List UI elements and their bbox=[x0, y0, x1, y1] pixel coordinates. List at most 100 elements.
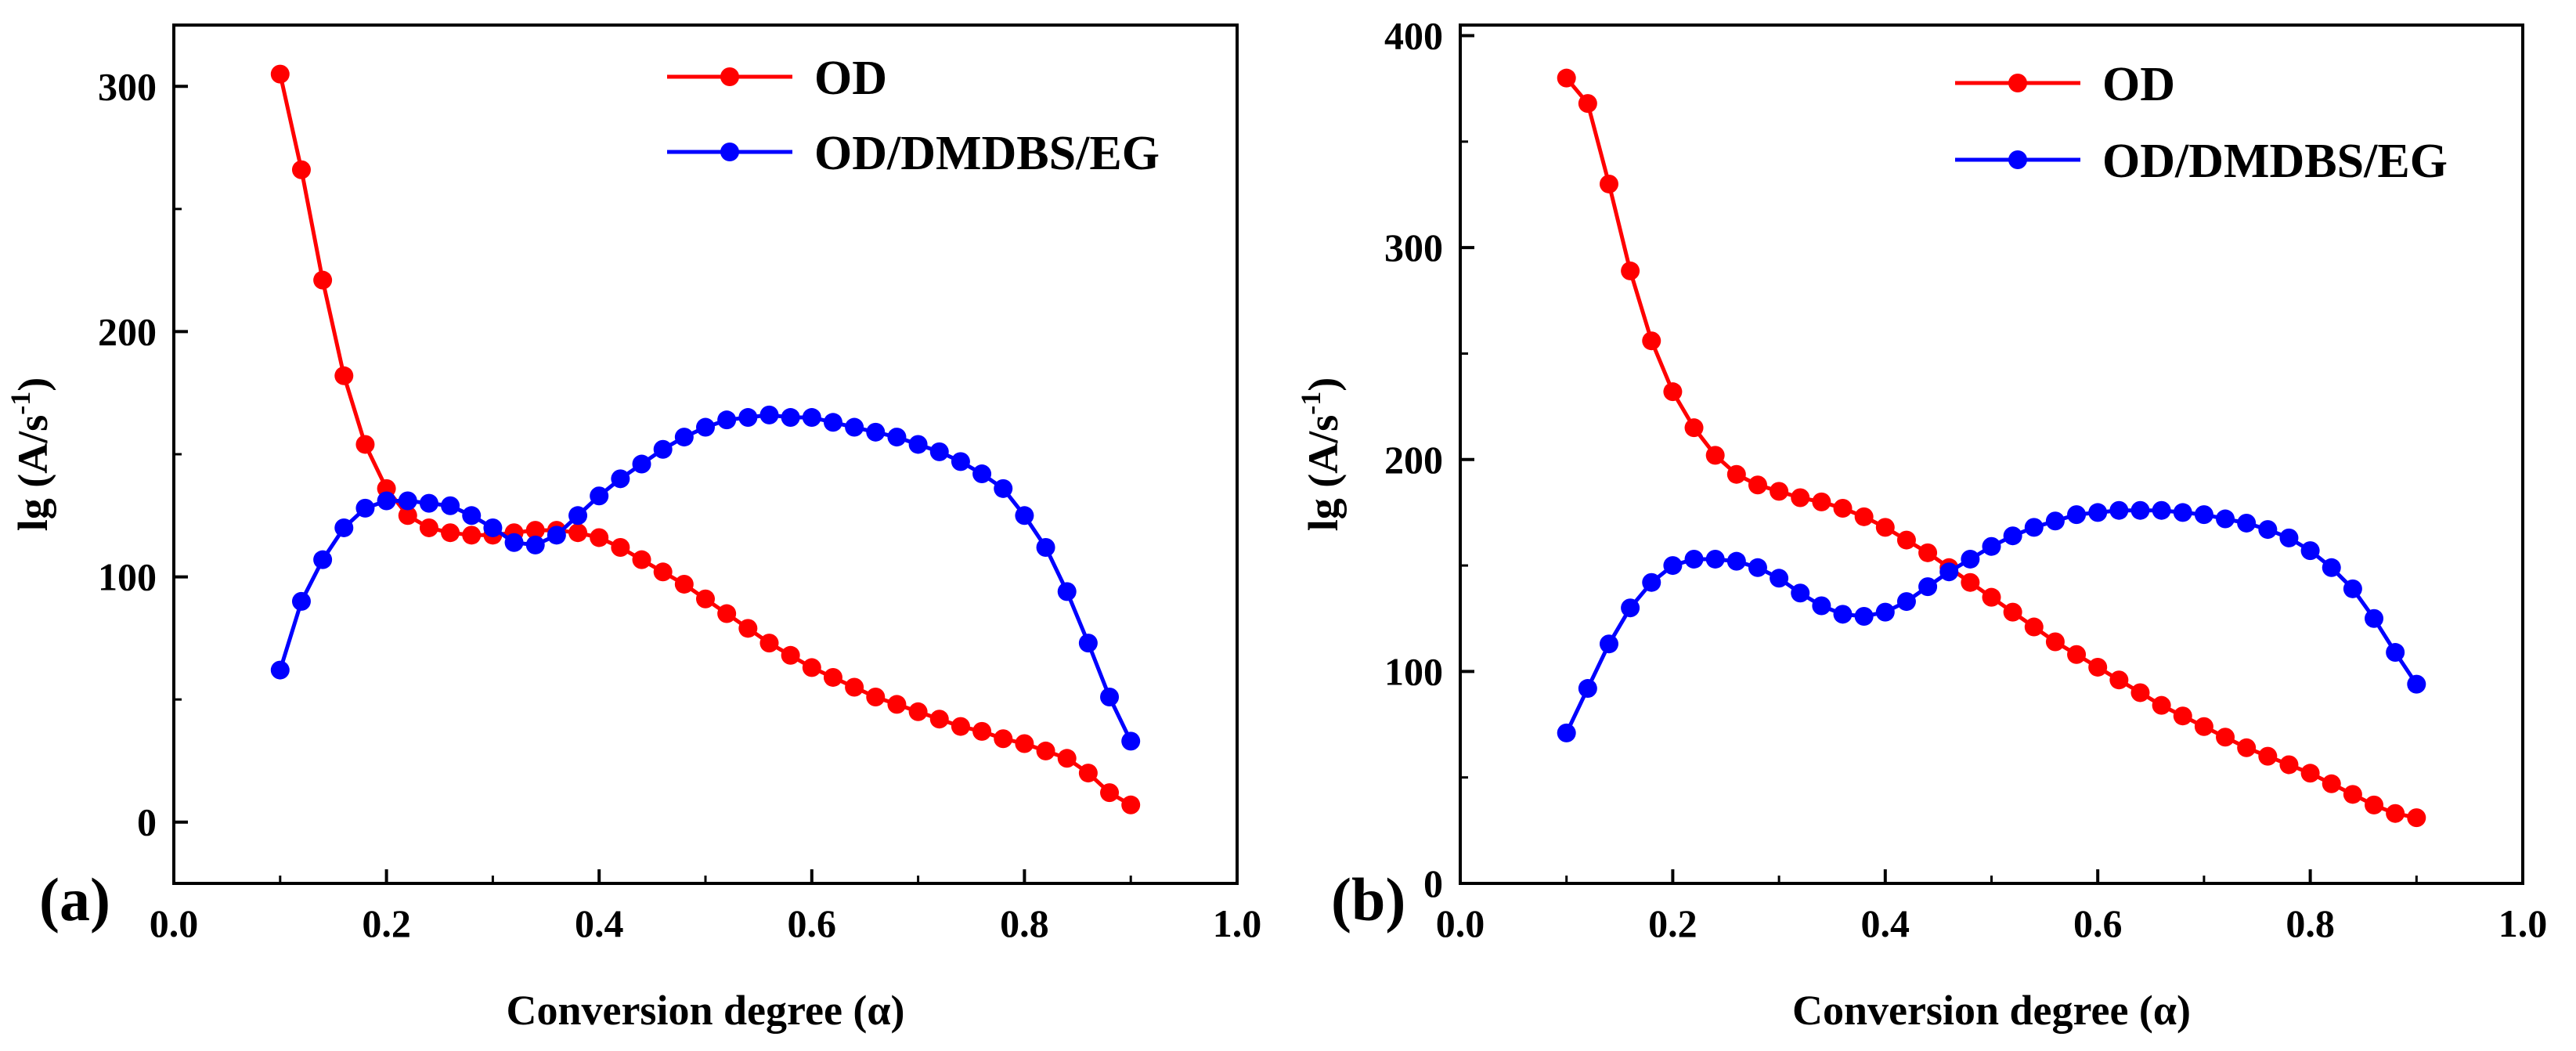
data-point-od bbox=[270, 64, 290, 84]
data-point-od-dmdbs-eg bbox=[1812, 596, 1831, 616]
y-axis-title-superscript: -1 bbox=[5, 392, 36, 415]
legend-marker-od bbox=[720, 67, 739, 86]
data-point-od-dmdbs-eg bbox=[653, 439, 673, 459]
x-axis-title: Conversion degree (α) bbox=[506, 987, 904, 1034]
data-point-od bbox=[738, 619, 758, 638]
data-point-od bbox=[2343, 785, 2362, 804]
data-point-od-dmdbs-eg bbox=[1705, 549, 1725, 569]
data-point-od-dmdbs-eg bbox=[334, 518, 354, 537]
data-point-od bbox=[674, 574, 694, 594]
data-point-od-dmdbs-eg bbox=[1015, 506, 1034, 526]
chart-panel-b: 0.0 0.2 0.4 0.6 0.8 1.0 0 100 200 300 400 Conversio… bbox=[1295, 14, 2547, 1034]
data-point-od bbox=[653, 562, 673, 582]
data-point-od-dmdbs-eg bbox=[547, 526, 566, 545]
data-point-od-dmdbs-eg bbox=[717, 410, 737, 430]
data-point-od-dmdbs-eg bbox=[738, 408, 758, 428]
y-axis-title-close: ) bbox=[1300, 377, 1347, 392]
data-point-od-dmdbs-eg bbox=[590, 486, 609, 506]
data-point-od bbox=[994, 729, 1013, 749]
data-point-od bbox=[1599, 174, 1618, 193]
data-point-od bbox=[313, 270, 333, 290]
data-point-od bbox=[1770, 482, 1789, 501]
x-tick-label: 0.0 bbox=[150, 901, 199, 945]
data-point-od bbox=[355, 435, 375, 454]
data-point-od bbox=[1791, 488, 1810, 507]
data-point-od bbox=[972, 721, 992, 741]
data-point-od bbox=[2088, 657, 2108, 677]
y-tick-label: 400 bbox=[1384, 14, 1443, 58]
data-point-od-dmdbs-eg bbox=[2365, 609, 2384, 628]
data-point-od bbox=[2003, 602, 2022, 622]
data-point-od-dmdbs-eg bbox=[1854, 607, 1874, 627]
legend-marker-od bbox=[2008, 74, 2027, 92]
data-point-od-dmdbs-eg bbox=[270, 660, 290, 680]
data-point-od-dmdbs-eg bbox=[2279, 528, 2299, 547]
y-axis-title: lg (A/s-1) bbox=[5, 377, 56, 531]
data-point-od bbox=[2216, 728, 2235, 747]
data-point-od-dmdbs-eg bbox=[1875, 602, 1895, 622]
data-point-od bbox=[2322, 774, 2341, 793]
data-point-od bbox=[1833, 499, 1853, 518]
data-point-od bbox=[2045, 632, 2065, 652]
data-point-od-dmdbs-eg bbox=[2130, 500, 2150, 520]
data-point-od bbox=[1705, 446, 1725, 465]
data-point-od bbox=[1918, 543, 1938, 562]
data-point-od bbox=[2067, 645, 2087, 664]
data-point-od bbox=[717, 604, 737, 623]
data-point-od bbox=[568, 523, 588, 543]
data-point-od bbox=[802, 658, 821, 677]
y-axis-title-superscript: -1 bbox=[1295, 392, 1326, 415]
data-point-od-dmdbs-eg bbox=[2386, 643, 2405, 663]
data-point-od-dmdbs-eg bbox=[525, 535, 545, 554]
data-point-od bbox=[2173, 706, 2192, 726]
data-point-od bbox=[632, 550, 651, 569]
data-point-od bbox=[611, 537, 630, 557]
data-point-od-dmdbs-eg bbox=[441, 496, 460, 515]
data-point-od-dmdbs-eg bbox=[759, 405, 779, 424]
data-point-od bbox=[2365, 795, 2384, 814]
y-axis-title-main: lg (A/s bbox=[9, 415, 56, 532]
panel-label: (b) bbox=[1331, 865, 1405, 934]
data-point-od-dmdbs-eg bbox=[1642, 572, 1661, 592]
data-point-od bbox=[866, 688, 886, 707]
x-tick-label: 0.8 bbox=[1000, 901, 1049, 945]
data-point-od bbox=[398, 506, 417, 526]
data-point-od bbox=[462, 526, 482, 545]
data-point-od bbox=[2407, 808, 2426, 828]
data-point-od-dmdbs-eg bbox=[929, 442, 949, 461]
data-point-od-dmdbs-eg bbox=[1621, 598, 1640, 618]
y-tick-label: 0 bbox=[137, 800, 157, 844]
data-point-od-dmdbs-eg bbox=[2343, 579, 2362, 598]
data-point-od bbox=[1896, 530, 1916, 550]
data-point-od-dmdbs-eg bbox=[781, 408, 800, 428]
data-point-od-dmdbs-eg bbox=[674, 428, 694, 447]
data-point-od-dmdbs-eg bbox=[1036, 537, 1055, 557]
data-point-od bbox=[1726, 464, 1746, 484]
data-point-od-dmdbs-eg bbox=[1896, 592, 1916, 612]
data-point-od-dmdbs-eg bbox=[2237, 513, 2257, 533]
data-point-od-dmdbs-eg bbox=[1939, 562, 1959, 582]
data-point-od bbox=[2237, 738, 2257, 757]
y-tick-label: 200 bbox=[98, 309, 157, 353]
data-point-od-dmdbs-eg bbox=[1121, 731, 1141, 751]
data-point-od bbox=[441, 523, 460, 543]
data-point-od-dmdbs-eg bbox=[2300, 541, 2320, 561]
x-tick-label: 0.0 bbox=[1436, 901, 1485, 945]
legend-label-od: OD bbox=[814, 52, 887, 105]
data-point-od bbox=[2258, 746, 2278, 766]
data-point-od-dmdbs-eg bbox=[2045, 511, 2065, 531]
legend-label-od-dmdbs-eg: OD/DMDBS/EG bbox=[2102, 135, 2448, 188]
data-point-od-dmdbs-eg bbox=[866, 422, 886, 442]
data-point-od bbox=[2024, 617, 2044, 637]
data-point-od-dmdbs-eg bbox=[483, 518, 503, 537]
data-point-od-dmdbs-eg bbox=[568, 506, 588, 526]
data-point-od-dmdbs-eg bbox=[951, 452, 970, 471]
data-point-od-dmdbs-eg bbox=[504, 533, 524, 552]
y-axis-title-main: lg (A/s bbox=[1300, 415, 1347, 532]
data-point-od-dmdbs-eg bbox=[291, 591, 311, 611]
data-point-od-dmdbs-eg bbox=[1684, 549, 1704, 569]
data-point-od bbox=[2194, 717, 2213, 736]
y-tick-label: 300 bbox=[1384, 226, 1443, 269]
data-point-od bbox=[781, 645, 800, 665]
data-point-od bbox=[2152, 695, 2171, 715]
